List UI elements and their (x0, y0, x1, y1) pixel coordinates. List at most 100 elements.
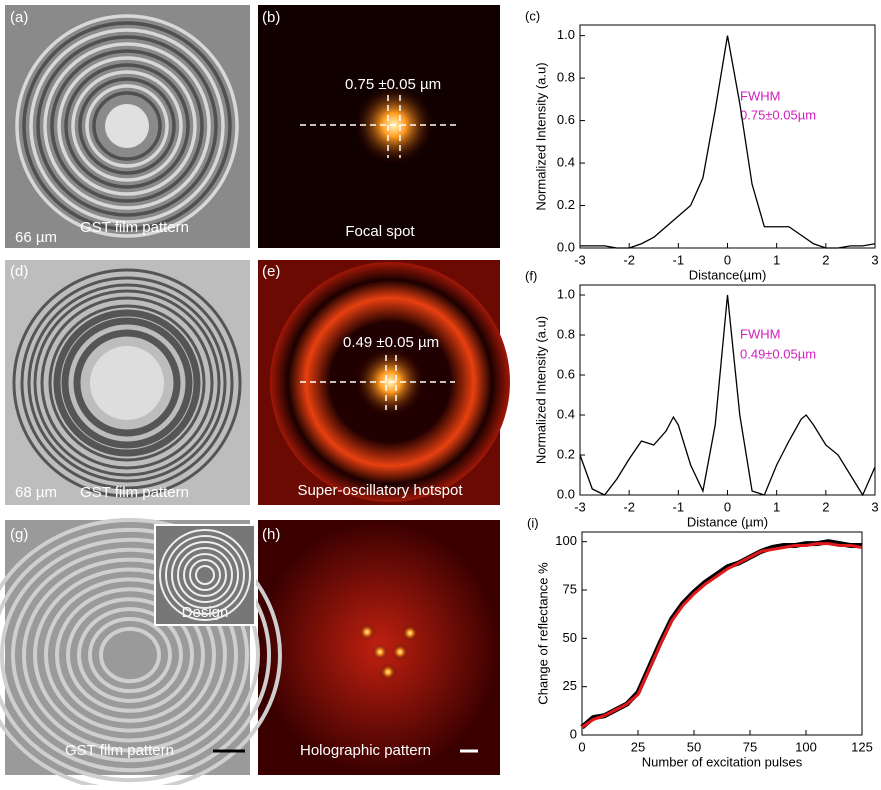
y-tick-label: 25 (563, 678, 577, 693)
panel-label: (i) (527, 515, 539, 530)
fringe (183, 553, 227, 597)
x-tick-label: 0 (724, 252, 731, 267)
fringe (171, 541, 239, 609)
panel-label: (c) (525, 8, 540, 23)
ring (105, 104, 149, 148)
y-tick-label: 0.2 (557, 197, 575, 212)
fringe (0, 527, 271, 783)
spot (372, 644, 388, 660)
x-tick-label: -1 (673, 252, 685, 267)
fringe (195, 565, 215, 585)
panel-label: (g) (10, 526, 28, 543)
spot (392, 644, 408, 660)
fringe (55, 587, 205, 723)
y-tick-label: 0.6 (557, 366, 575, 381)
ring (64, 63, 190, 189)
x-tick-label: 125 (851, 739, 873, 754)
x-axis-label: Distance (µm) (687, 514, 768, 529)
y-tick-label: 1.0 (557, 286, 575, 301)
ring (48, 304, 206, 462)
ring (90, 346, 164, 420)
x-tick-label: 50 (687, 739, 701, 754)
x-axis-label: Number of excitation pulses (642, 754, 803, 769)
panel-label: (d) (10, 263, 28, 280)
y-axis-label: Change of reflectance % (535, 562, 550, 705)
x-tick-label: -1 (673, 499, 685, 514)
x-tick-label: 1 (773, 252, 780, 267)
fringe (177, 547, 233, 603)
fringe (11, 547, 249, 763)
y-tick-label: 75 (563, 581, 577, 596)
measure: 0.49 ±0.05 µm (343, 334, 439, 351)
ring (50, 49, 204, 203)
caption: GST film pattern (80, 484, 189, 501)
x-tick-label: -3 (574, 252, 586, 267)
annotation: 0.75±0.05µm (740, 107, 816, 122)
y-tick-label: 0.0 (557, 486, 575, 501)
series-line (580, 35, 876, 249)
series-line (579, 294, 876, 497)
ring (73, 329, 181, 437)
y-tick-label: 0.0 (557, 239, 575, 254)
y-tick-label: 0.8 (557, 70, 575, 85)
caption: Super-oscillatory hotspot (297, 482, 463, 499)
x-tick-label: 75 (743, 739, 757, 754)
x-tick-label: 3 (871, 499, 878, 514)
ring (36, 35, 218, 217)
caption: Focal spot (345, 223, 415, 240)
x-tick-label: 25 (631, 739, 645, 754)
y-tick-label: 100 (555, 533, 577, 548)
crosshair (300, 95, 458, 410)
fringe (99, 626, 161, 684)
ring (33, 289, 221, 477)
x-tick-label: 0 (578, 739, 585, 754)
fringe (77, 607, 183, 703)
plot-frame (579, 284, 876, 496)
ring (27, 283, 227, 483)
ring (29, 28, 225, 224)
y-tick-label: 0.2 (557, 446, 575, 461)
y-tick-label: 0.4 (557, 154, 575, 169)
fringe (0, 537, 260, 773)
ring (12, 268, 242, 498)
y-tick-label: 1.0 (557, 27, 575, 42)
annotation: 0.49±0.05µm (740, 346, 816, 361)
x-tick-label: 2 (822, 252, 829, 267)
annotation: FWHM (740, 326, 780, 341)
series-line (581, 542, 863, 729)
y-tick-label: 0.8 (557, 326, 575, 341)
fringe (0, 518, 282, 790)
caption: Holographic pattern (300, 742, 431, 759)
inset-label: Design (182, 604, 229, 621)
decoration (0, 14, 418, 790)
y-tick-label: 0.4 (557, 406, 575, 421)
panel-label: (e) (262, 263, 280, 280)
plot-frame (581, 531, 863, 736)
x-tick-label: 1 (773, 499, 780, 514)
fringe (88, 617, 172, 693)
plot-frame (579, 24, 876, 249)
panel-label: (h) (262, 526, 280, 543)
annotation: FWHM (740, 88, 780, 103)
x-axis-label: Distance(µm) (689, 267, 767, 282)
x-tick-label: 2 (822, 499, 829, 514)
caption: GST film pattern (80, 219, 189, 236)
fringe (165, 535, 245, 615)
measure: 0.75 ±0.05 µm (345, 76, 441, 93)
spot (380, 664, 396, 680)
ring (85, 84, 169, 168)
fringe (189, 559, 221, 591)
fringe (33, 567, 227, 743)
ring (22, 21, 232, 231)
fringe (159, 529, 251, 621)
series-line (580, 539, 862, 730)
ring (61, 317, 193, 449)
y-axis-label: Normalized Intensity (a.u) (533, 62, 548, 210)
panel-label: (b) (262, 9, 280, 26)
scale: 68 µm (15, 484, 57, 501)
spot (402, 625, 418, 641)
spot (359, 624, 375, 640)
panel-label: (a) (10, 9, 28, 26)
x-tick-label: -2 (623, 252, 635, 267)
